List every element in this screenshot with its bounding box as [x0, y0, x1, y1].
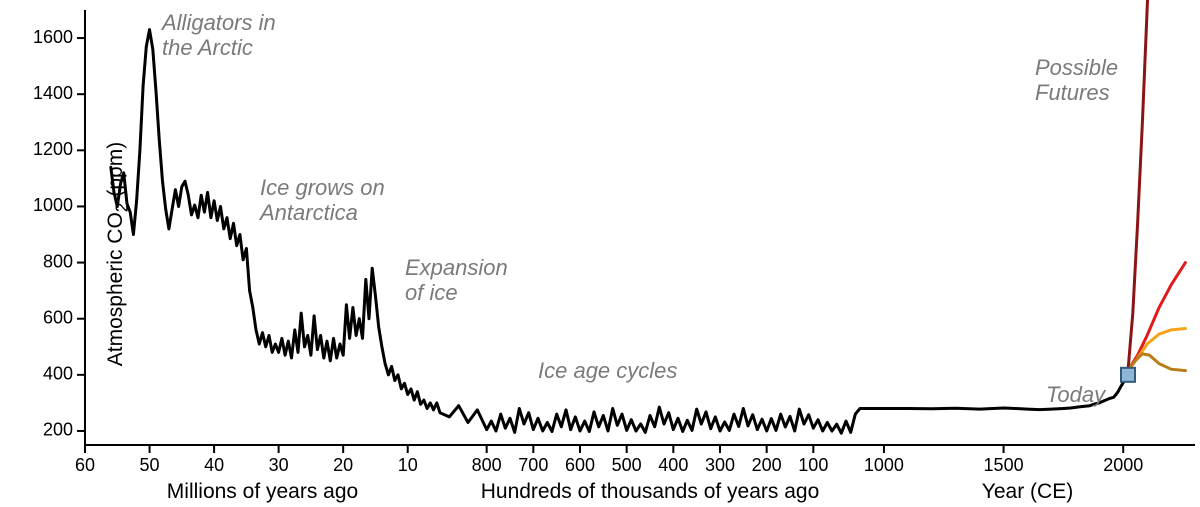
xtick-label: 400 — [658, 455, 688, 475]
co2-history-chart: 200 400 600 800 1000 1200 1400 1600 60 50 40 30 20 10… — [0, 0, 1200, 507]
x-section-label-ktya: Hundreds of thousands of years ago — [481, 480, 820, 504]
annotation-today: Today — [1046, 382, 1105, 407]
xtick-label: 2000 — [1103, 455, 1143, 475]
chart-svg: 200 400 600 800 1000 1200 1400 1600 60 50 40 30 20 10… — [0, 0, 1200, 507]
xtick-label: 40 — [204, 455, 224, 475]
future-mid — [1128, 329, 1185, 371]
xtick-label: 800 — [472, 455, 502, 475]
ytick-label: 1400 — [33, 83, 73, 103]
annotation-alligators: Alligators inthe Arctic — [162, 10, 276, 61]
annotation-ice-grows: Ice grows onAntarctica — [260, 175, 385, 226]
ytick-label: 1000 — [33, 195, 73, 215]
ytick-label: 1600 — [33, 27, 73, 47]
xtick-label: 30 — [269, 455, 289, 475]
xtick-label: 100 — [798, 455, 828, 475]
xtick-label: 1000 — [864, 455, 904, 475]
annotation-futures: PossibleFutures — [1035, 55, 1118, 106]
xtick-label: 50 — [140, 455, 160, 475]
x-section-label-ce: Year (CE) — [982, 480, 1073, 504]
xtick-label: 200 — [752, 455, 782, 475]
xtick-label: 10 — [398, 455, 418, 475]
ytick-label: 600 — [43, 307, 73, 327]
xtick-label: 60 — [75, 455, 95, 475]
annotation-expansion: Expansionof ice — [405, 255, 508, 306]
ytick-label: 1200 — [33, 139, 73, 159]
ytick-label: 800 — [43, 251, 73, 271]
xtick-label: 500 — [612, 455, 642, 475]
xtick-label: 20 — [333, 455, 353, 475]
ylabel-prefix: Atmospheric CO — [104, 212, 127, 366]
y-axis-label: Atmospheric CO2 (ppm) — [104, 141, 132, 365]
xtick-label: 300 — [705, 455, 735, 475]
x-section-label-mya: Millions of years ago — [167, 480, 358, 504]
xtick-label: 600 — [565, 455, 595, 475]
ytick-label: 400 — [43, 364, 73, 384]
annotation-cycles: Ice age cycles — [538, 358, 677, 383]
xtick-label: 700 — [518, 455, 548, 475]
today-marker — [1121, 368, 1135, 382]
ytick-label: 200 — [43, 420, 73, 440]
xtick-label: 1500 — [984, 455, 1024, 475]
future-high — [1128, 263, 1185, 371]
ylabel-suffix: (ppm) — [104, 141, 127, 202]
future-high2 — [1128, 0, 1152, 371]
ylabel-sub: 2 — [111, 202, 131, 212]
